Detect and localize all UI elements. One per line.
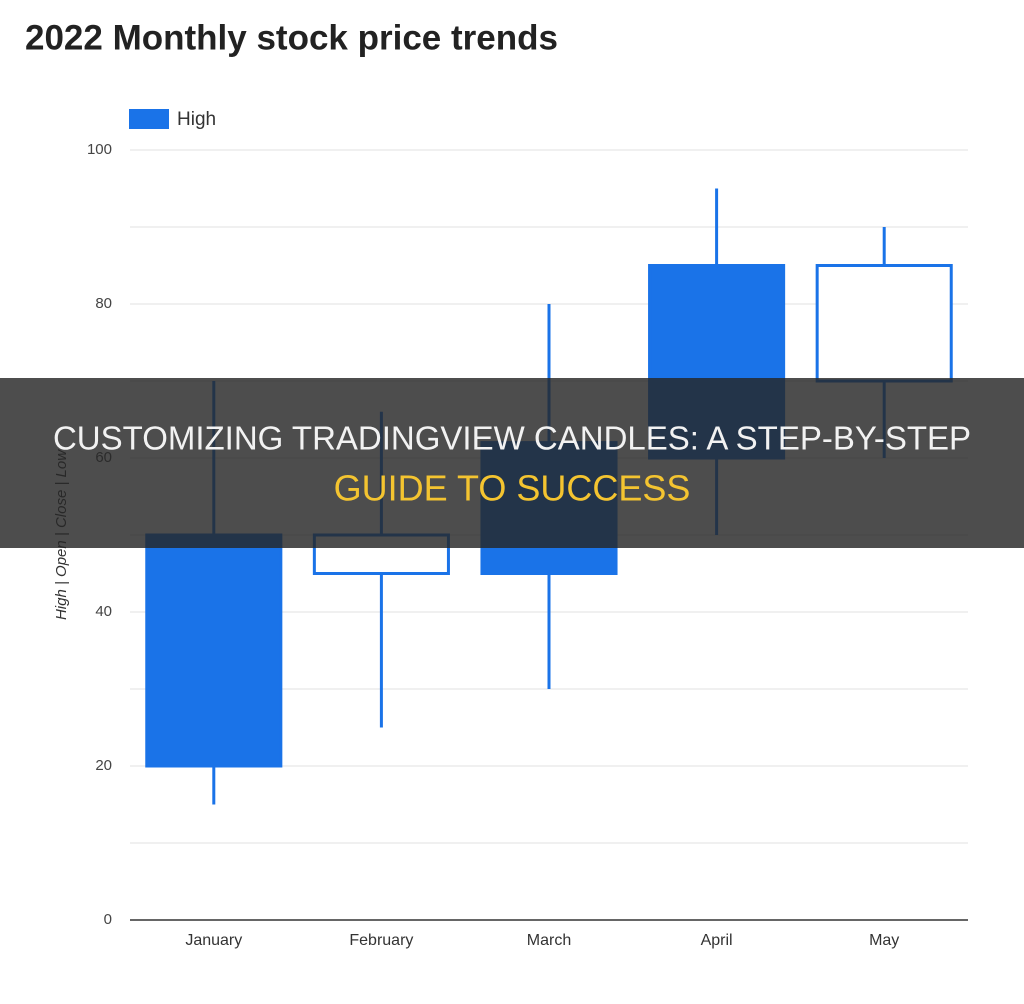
candle-body bbox=[815, 264, 953, 383]
y-tick-label: 0 bbox=[104, 911, 112, 928]
y-tick-label: 40 bbox=[95, 603, 112, 620]
x-tick-label: April bbox=[701, 932, 733, 949]
y-tick-label: 20 bbox=[95, 757, 112, 774]
banner-background bbox=[0, 378, 1024, 548]
banner-highlight: GUIDE TO SUCCESS bbox=[334, 468, 691, 509]
x-tick-label: March bbox=[527, 932, 571, 949]
y-tick-label: 80 bbox=[95, 295, 112, 312]
legend-swatch bbox=[129, 109, 169, 129]
legend-label: High bbox=[177, 109, 216, 130]
y-tick-label: 100 bbox=[87, 141, 112, 158]
x-tick-label: February bbox=[349, 932, 413, 949]
x-tick-label: January bbox=[185, 932, 242, 949]
x-tick-label: May bbox=[869, 932, 899, 949]
candle-body bbox=[145, 533, 283, 768]
banner: CUSTOMIZING TRADINGVIEW CANDLES: A STEP-… bbox=[0, 378, 1024, 548]
chart-title: 2022 Monthly stock price trends bbox=[25, 18, 558, 57]
banner-title: CUSTOMIZING TRADINGVIEW CANDLES: A STEP-… bbox=[53, 420, 971, 457]
